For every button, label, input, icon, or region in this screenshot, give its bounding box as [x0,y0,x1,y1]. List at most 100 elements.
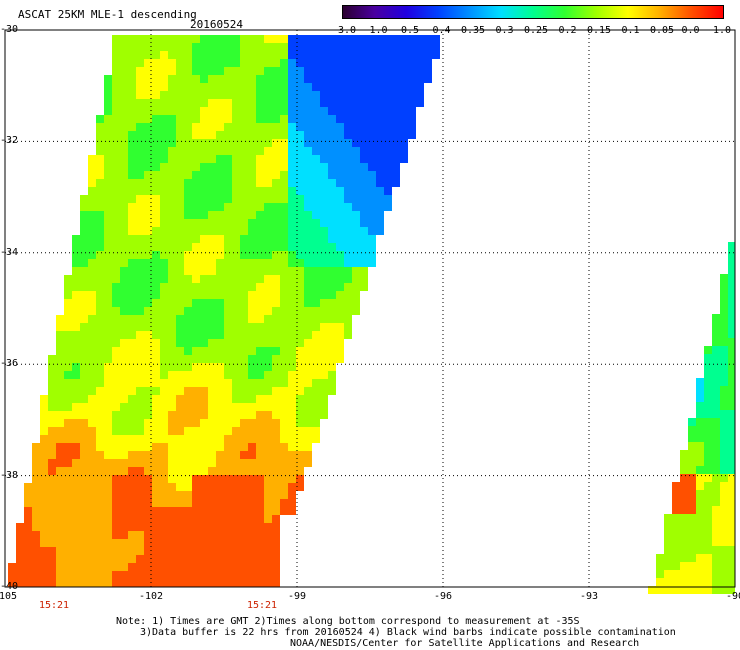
wind-cell [328,267,336,275]
wind-cell [376,219,384,227]
wind-cell [304,387,312,395]
wind-cell [272,539,280,547]
wind-cell [200,51,208,59]
wind-cell [104,179,112,187]
wind-cell [720,306,728,314]
wind-cell [88,531,96,539]
wind-cell [296,371,304,379]
wind-cell [728,418,735,426]
wind-cell [248,171,256,179]
wind-cell [288,155,296,163]
wind-cell [184,571,192,579]
wind-cell [104,515,112,523]
wind-cell [272,507,280,515]
wind-cell [176,491,184,499]
wind-cell [264,75,272,83]
wind-cell [304,67,312,75]
wind-cell [144,59,152,67]
wind-cell [288,179,296,187]
wind-cell [240,483,248,491]
wind-cell [728,386,735,394]
wind-cell [96,379,104,387]
wind-cell [48,403,56,411]
wind-cell [264,251,272,259]
wind-cell [80,251,88,259]
wind-cell [216,275,224,283]
wind-cell [168,491,176,499]
wind-cell [64,331,72,339]
wind-cell [208,459,216,467]
wind-cell [264,339,272,347]
wind-cell [112,571,120,579]
wind-cell [192,219,200,227]
wind-cell [136,483,144,491]
wind-cell [200,355,208,363]
wind-cell [184,291,192,299]
wind-cell [104,555,112,563]
wind-cell [112,387,120,395]
wind-cell [688,450,696,458]
wind-cell [176,51,184,59]
wind-cell [256,307,264,315]
wind-cell [248,531,256,539]
wind-cell [336,163,344,171]
wind-cell [264,299,272,307]
wind-cell [104,259,112,267]
wind-cell [96,139,104,147]
wind-cell [128,51,136,59]
wind-cell [288,187,296,195]
wind-cell [80,195,88,203]
wind-cell [152,251,160,259]
wind-cell [256,51,264,59]
wind-cell [336,203,344,211]
wind-cell [320,371,328,379]
wind-cell [144,563,152,571]
wind-cell [672,554,680,562]
wind-cell [64,491,72,499]
wind-cell [216,435,224,443]
wind-cell [288,283,296,291]
wind-cell [112,99,120,107]
wind-cell [272,403,280,411]
wind-cell [120,515,128,523]
wind-cell [104,339,112,347]
wind-cell [272,75,280,83]
wind-cell [168,563,176,571]
wind-cell [336,123,344,131]
wind-cell [216,235,224,243]
wind-cell [368,107,376,115]
wind-cell [32,459,40,467]
wind-cell [104,379,112,387]
wind-cell [272,443,280,451]
wind-cell [664,570,672,578]
wind-cell [88,579,96,587]
wind-cell [672,506,680,514]
wind-cell [368,139,376,147]
wind-cell [232,283,240,291]
wind-cell [88,267,96,275]
wind-cell [72,531,80,539]
wind-cell [144,219,152,227]
wind-cell [320,203,328,211]
wind-cell [264,91,272,99]
wind-cell [40,523,48,531]
wind-cell [88,203,96,211]
wind-cell [200,171,208,179]
wind-cell [208,371,216,379]
wind-cell [176,331,184,339]
wind-cell [104,163,112,171]
wind-cell [248,243,256,251]
wind-cell [336,187,344,195]
wind-cell [312,315,320,323]
wind-cell [184,403,192,411]
wind-cell [192,467,200,475]
wind-cell [344,211,352,219]
wind-cell [32,523,40,531]
wind-cell [208,571,216,579]
wind-cell [168,347,176,355]
wind-cell [232,539,240,547]
wind-cell [200,499,208,507]
wind-cell [256,99,264,107]
wind-cell [304,219,312,227]
wind-cell [136,115,144,123]
